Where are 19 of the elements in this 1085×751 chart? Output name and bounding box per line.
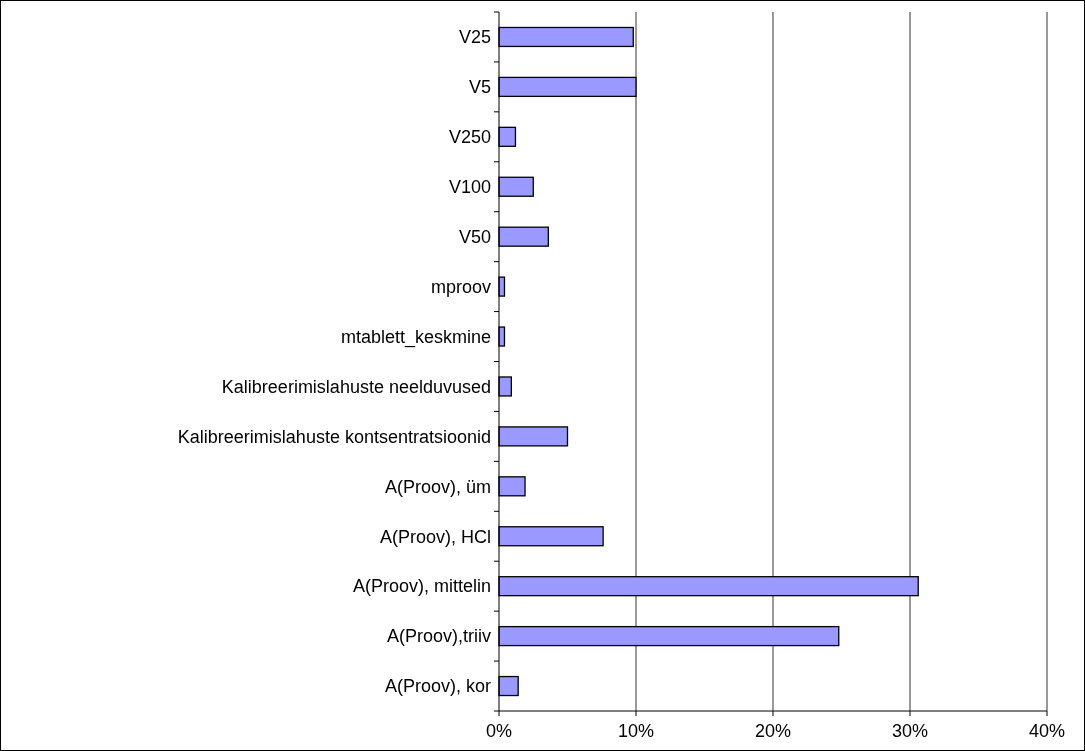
y-tick-label: A(Proov), üm xyxy=(384,476,491,497)
y-tick-label: A(Proov),triiv xyxy=(386,626,491,647)
y-tick-label: A(Proov), mittelin xyxy=(352,576,491,597)
x-tick-label: 0% xyxy=(485,721,513,741)
y-tick-label: V5 xyxy=(468,77,491,98)
x-tick-label: 10% xyxy=(617,721,655,741)
y-tick-label: mproov xyxy=(430,276,491,297)
y-tick-label: Kalibreerimislahuste neelduvused xyxy=(221,376,491,397)
y-tick-label: V100 xyxy=(448,177,491,198)
y-tick-label: V50 xyxy=(458,226,491,247)
y-tick-label: A(Proov), kor xyxy=(384,676,491,697)
y-tick-label: mtablett_keskmine xyxy=(340,326,491,348)
x-tick-label: 30% xyxy=(891,721,929,741)
y-tick-label: Kalibreerimislahuste kontsentratsioonid xyxy=(177,426,491,447)
y-tick-label: V250 xyxy=(448,127,491,148)
y-tick-label: V25 xyxy=(458,27,491,48)
y-tick-label: A(Proov), HCl xyxy=(379,526,491,547)
x-tick-label: 20% xyxy=(754,721,792,741)
x-tick-label: 40% xyxy=(1028,721,1066,741)
